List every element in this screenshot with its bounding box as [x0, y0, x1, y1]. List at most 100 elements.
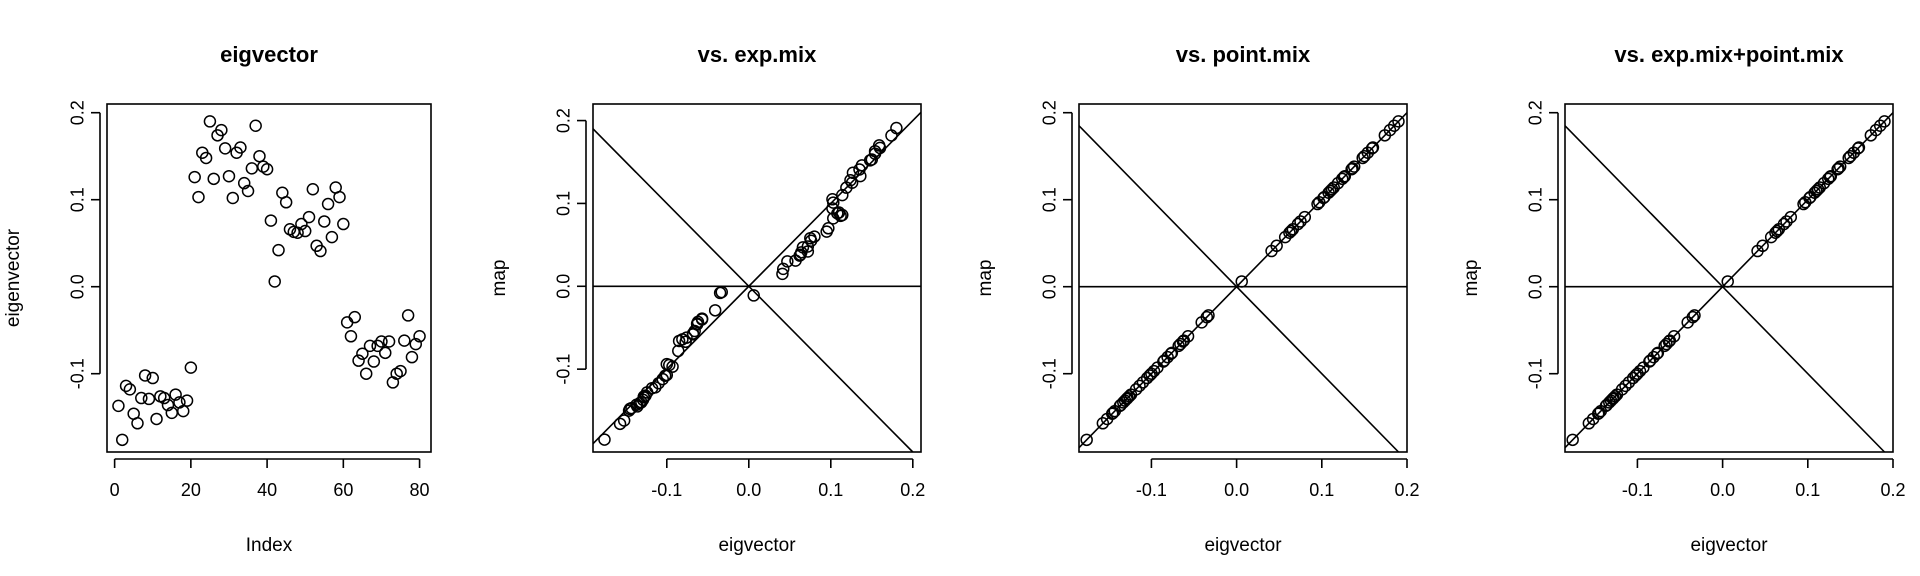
y-tick-label: 0.0	[68, 274, 88, 299]
data-point	[1663, 334, 1677, 347]
y-tick-label: 0.0	[1040, 274, 1060, 299]
data-point	[142, 392, 156, 406]
data-point	[1200, 310, 1214, 324]
data-point	[649, 381, 662, 394]
data-point	[333, 190, 346, 204]
data-point	[672, 344, 685, 358]
data-point	[1324, 184, 1337, 198]
data-points	[598, 121, 903, 446]
data-point	[1123, 390, 1136, 403]
data-point	[1643, 354, 1657, 367]
data-point	[146, 371, 159, 385]
data-point	[218, 142, 232, 155]
data-point	[1174, 337, 1187, 351]
reference-line-identity	[1564, 112, 1894, 449]
data-point	[1133, 379, 1146, 393]
data-point	[157, 391, 171, 405]
data-point	[184, 361, 198, 374]
data-point	[827, 196, 840, 209]
data-point	[257, 160, 270, 173]
data-point	[161, 398, 175, 412]
data-point	[715, 285, 728, 299]
x-tick-label: 0.1	[1309, 480, 1334, 500]
x-tick-label: 0.2	[900, 480, 925, 500]
data-point	[873, 141, 887, 155]
data-point	[1810, 184, 1823, 198]
y-tick-label: -0.1	[554, 354, 574, 385]
data-point	[1852, 141, 1866, 154]
y-tick-label: 0.1	[1526, 187, 1546, 212]
data-point	[1582, 417, 1596, 430]
data-point	[1157, 354, 1171, 367]
data-point	[359, 367, 373, 380]
data-point	[1721, 275, 1734, 288]
data-point	[1822, 172, 1835, 186]
data-point	[188, 170, 201, 184]
data-point	[1291, 217, 1305, 231]
data-point	[1202, 309, 1215, 322]
y-tick-label: 0.0	[1526, 274, 1546, 299]
x-tick-label: -0.1	[651, 480, 682, 500]
data-point	[1756, 239, 1769, 253]
data-point	[1164, 347, 1178, 360]
y-axis: -0.1 0.0 0.1 0.2	[554, 108, 587, 385]
chart-title: vs. point.mix	[1176, 42, 1311, 67]
data-point	[413, 330, 426, 343]
x-tick-label: 80	[410, 480, 430, 500]
y-tick-label: -0.1	[68, 358, 88, 389]
x-axis: -0.1 0.0 0.1 0.2	[1622, 458, 1906, 500]
data-point	[1626, 371, 1640, 385]
y-tick-label: 0.0	[554, 274, 574, 299]
x-tick-label: 0.2	[1880, 480, 1905, 500]
data-point	[1650, 347, 1664, 360]
y-tick-label: 0.1	[1040, 187, 1060, 212]
data-point	[1606, 392, 1619, 406]
data-point	[1284, 224, 1298, 238]
data-point	[401, 309, 415, 322]
data-point	[1844, 149, 1857, 163]
data-point	[264, 214, 278, 227]
data-point	[260, 163, 274, 176]
data-point	[1143, 369, 1156, 382]
y-tick-label: 0.1	[554, 191, 574, 216]
data-point	[679, 335, 692, 349]
x-tick-label: 60	[333, 480, 353, 500]
data-point	[207, 172, 220, 186]
data-point	[325, 230, 339, 244]
data-point	[215, 123, 228, 137]
data-point	[1643, 355, 1656, 368]
reference-line-negative	[1564, 125, 1886, 453]
data-point	[1181, 330, 1195, 343]
data-point	[1633, 364, 1647, 378]
data-point	[617, 414, 631, 427]
data-point	[241, 184, 255, 198]
data-point	[1105, 407, 1119, 420]
data-point	[245, 162, 259, 175]
data-point	[808, 230, 821, 243]
data-point	[1769, 226, 1782, 240]
data-point	[1873, 119, 1887, 132]
data-point	[119, 379, 133, 393]
data-point	[652, 376, 665, 390]
data-point	[321, 197, 335, 211]
data-point	[302, 210, 316, 224]
data-point	[1366, 141, 1380, 154]
data-point	[695, 312, 709, 325]
y-tick-label: 0.2	[1526, 100, 1546, 125]
data-point	[1780, 215, 1793, 228]
data-point	[1813, 181, 1826, 194]
data-point	[405, 350, 419, 364]
data-point	[890, 121, 903, 135]
y-tick-label: -0.1	[1040, 358, 1060, 389]
y-axis-label: eigenvector	[3, 228, 24, 327]
data-point	[1833, 160, 1847, 173]
y-tick-label: 0.2	[554, 108, 574, 133]
plot-frame	[106, 103, 432, 453]
x-axis: 0 20 40 60 80	[110, 458, 430, 500]
data-point	[845, 176, 859, 189]
data-point	[1147, 364, 1161, 378]
data-point	[1161, 350, 1174, 364]
